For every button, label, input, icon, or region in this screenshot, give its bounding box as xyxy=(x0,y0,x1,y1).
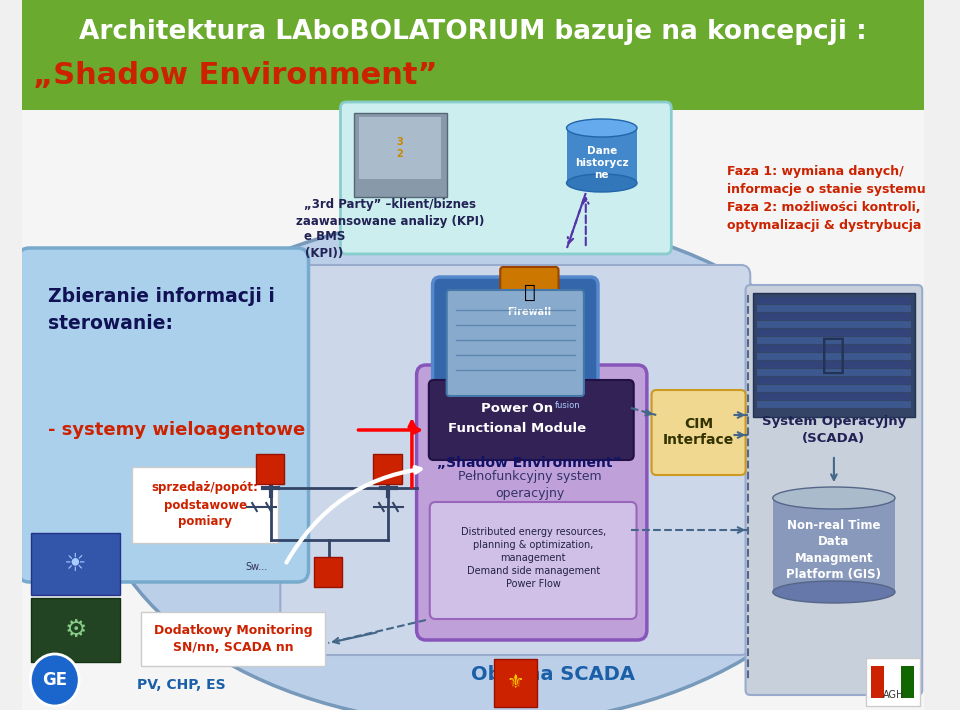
FancyBboxPatch shape xyxy=(871,666,884,698)
Text: - systemy wieloagentowe: - systemy wieloagentowe xyxy=(48,421,305,439)
Text: Distributed energy resources,
planning & optimization,
management
Demand side ma: Distributed energy resources, planning &… xyxy=(461,528,606,589)
Text: ⚙: ⚙ xyxy=(64,618,86,642)
Text: DMS w stacji: DMS w stacji xyxy=(451,351,570,369)
FancyBboxPatch shape xyxy=(417,365,647,640)
Text: „Shadow Environment”: „Shadow Environment” xyxy=(437,456,622,470)
Text: System Operacyjny
(SCADA): System Operacyjny (SCADA) xyxy=(762,415,906,445)
FancyBboxPatch shape xyxy=(746,285,923,695)
FancyBboxPatch shape xyxy=(22,0,924,110)
FancyBboxPatch shape xyxy=(900,666,914,698)
Text: Power On: Power On xyxy=(481,401,553,415)
FancyBboxPatch shape xyxy=(446,290,584,396)
FancyBboxPatch shape xyxy=(22,110,924,710)
Ellipse shape xyxy=(773,581,895,603)
Text: 🔥: 🔥 xyxy=(523,283,536,302)
FancyBboxPatch shape xyxy=(280,265,751,655)
Ellipse shape xyxy=(92,215,873,710)
Text: CIM
Interface: CIM Interface xyxy=(663,417,734,447)
FancyBboxPatch shape xyxy=(773,498,895,592)
Text: fusion: fusion xyxy=(555,401,581,410)
Text: Dane
historycz
ne: Dane historycz ne xyxy=(575,146,629,180)
Text: GE: GE xyxy=(42,671,67,689)
Text: Dodatkowy Monitoring
SN/nn, SCADA nn: Dodatkowy Monitoring SN/nn, SCADA nn xyxy=(154,624,313,654)
Text: Faza 1: wymiana danych/
informacje o stanie systemu
Faza 2: możliwości kontroli,: Faza 1: wymiana danych/ informacje o sta… xyxy=(727,165,925,232)
Circle shape xyxy=(31,654,80,706)
FancyBboxPatch shape xyxy=(18,248,308,582)
FancyBboxPatch shape xyxy=(353,113,446,197)
Text: 3
2: 3 2 xyxy=(396,137,403,159)
Text: ⚜: ⚜ xyxy=(507,674,524,692)
Text: e BMS
(KPI)): e BMS (KPI)) xyxy=(303,230,346,260)
Text: Firewall: Firewall xyxy=(507,307,551,317)
Text: „3rd Party” –klient/biznes
zaawansowane analizy (KPI): „3rd Party” –klient/biznes zaawansowane … xyxy=(296,198,485,228)
FancyBboxPatch shape xyxy=(341,102,671,254)
Text: Sw...: Sw... xyxy=(246,562,268,572)
Ellipse shape xyxy=(773,487,895,509)
Text: AGH: AGH xyxy=(882,690,903,700)
Text: „Shadow Environment”: „Shadow Environment” xyxy=(34,60,438,89)
Text: Architektura LAboBOLATORIUM bazuje na koncepcji :: Architektura LAboBOLATORIUM bazuje na ko… xyxy=(79,19,867,45)
Ellipse shape xyxy=(566,119,637,137)
Text: Zbieranie informacji i
sterowanie:: Zbieranie informacji i sterowanie: xyxy=(48,288,276,333)
Text: ⬛: ⬛ xyxy=(822,334,847,376)
FancyBboxPatch shape xyxy=(885,666,899,698)
Text: Non-real Time
Data
Managment
Platform (GIS): Non-real Time Data Managment Platform (G… xyxy=(786,519,881,581)
Text: sprzedaż/popót:
podstawowe
pomiary: sprzedaż/popót: podstawowe pomiary xyxy=(152,481,258,528)
FancyBboxPatch shape xyxy=(567,128,637,183)
Text: Obecna SCADA: Obecna SCADA xyxy=(471,665,635,684)
FancyBboxPatch shape xyxy=(359,117,441,179)
FancyBboxPatch shape xyxy=(132,467,278,543)
FancyBboxPatch shape xyxy=(652,390,746,475)
FancyBboxPatch shape xyxy=(430,502,636,619)
Text: ☀: ☀ xyxy=(64,552,86,576)
FancyBboxPatch shape xyxy=(433,277,598,423)
FancyBboxPatch shape xyxy=(500,267,559,328)
Text: PV, CHP, ES: PV, CHP, ES xyxy=(136,678,226,692)
FancyBboxPatch shape xyxy=(493,659,537,707)
Text: Pełnofunkcyjny system
operacyjny: Pełnofunkcyjny system operacyjny xyxy=(458,470,601,500)
FancyBboxPatch shape xyxy=(866,658,921,706)
FancyBboxPatch shape xyxy=(373,454,401,484)
FancyBboxPatch shape xyxy=(256,454,284,484)
FancyBboxPatch shape xyxy=(314,557,343,587)
FancyBboxPatch shape xyxy=(32,598,120,662)
FancyBboxPatch shape xyxy=(141,612,325,666)
Ellipse shape xyxy=(566,174,637,192)
FancyBboxPatch shape xyxy=(429,380,634,460)
FancyBboxPatch shape xyxy=(32,533,120,595)
Text: Functional Module: Functional Module xyxy=(448,422,587,435)
FancyBboxPatch shape xyxy=(753,293,915,417)
